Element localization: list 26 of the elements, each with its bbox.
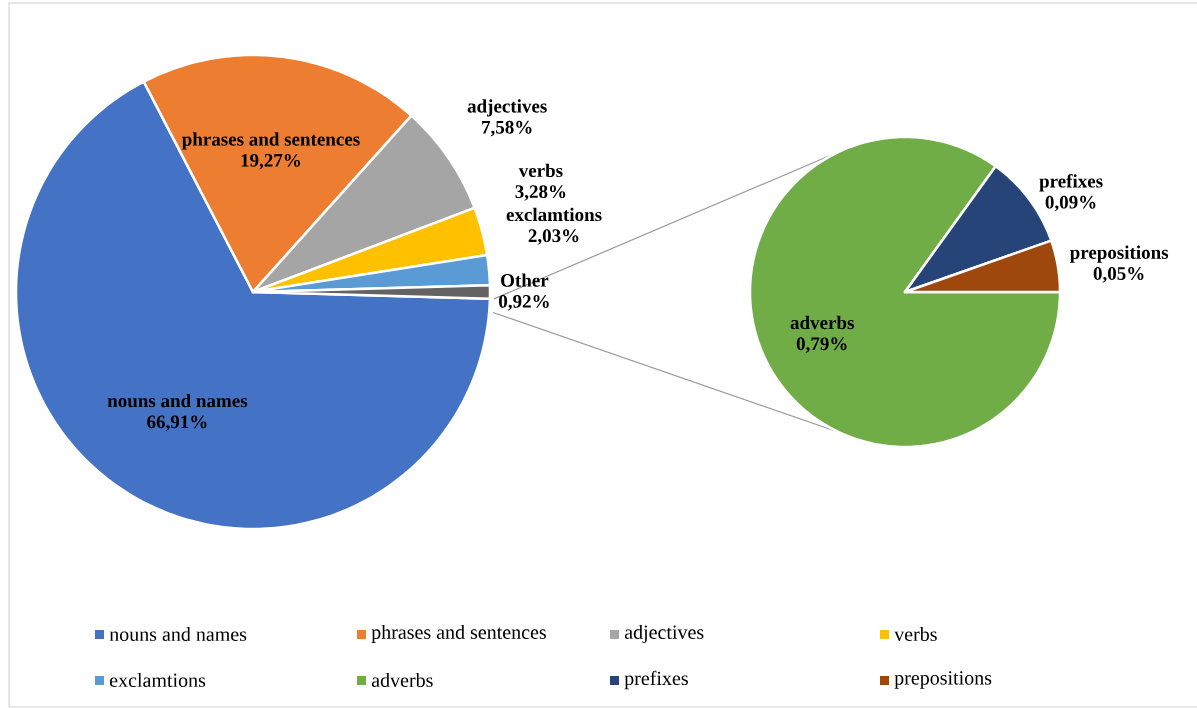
slice-label: prefixes [1039, 174, 1103, 192]
data-label: 7,58% [482, 120, 532, 137]
legend-label: verbs [894, 626, 937, 642]
legend-label: nouns and names [109, 626, 247, 642]
legend-label: phrases and sentences [371, 624, 546, 644]
slice-label: exclamtions [506, 207, 602, 222]
legend-label: exclamtions [109, 672, 206, 688]
slice-label: Other [501, 273, 549, 287]
data-label: 19,27% [241, 153, 301, 170]
slice-label: nouns and names [107, 393, 248, 408]
data-label: 2,03% [528, 229, 579, 245]
data-label: 0,05% [1093, 267, 1144, 283]
legend-label: prepositions [894, 671, 992, 689]
legend-label: adjectives [624, 624, 704, 644]
data-label: 0,09% [1045, 195, 1096, 212]
legend-label: prefixes [624, 670, 688, 690]
slice-label: adverbs [790, 315, 854, 330]
data-label: 3,28% [515, 185, 566, 201]
data-label: 0,79% [796, 337, 847, 353]
slice-label: phrases and sentences [181, 132, 360, 150]
data-label: 66,91% [147, 415, 207, 431]
slice-label: adjectives [467, 99, 547, 117]
slice-label: prepositions [1069, 245, 1169, 263]
slice-label: verbs [518, 163, 563, 178]
data-label: 0,92% [499, 294, 549, 311]
legend-label: adverbs [371, 672, 433, 688]
